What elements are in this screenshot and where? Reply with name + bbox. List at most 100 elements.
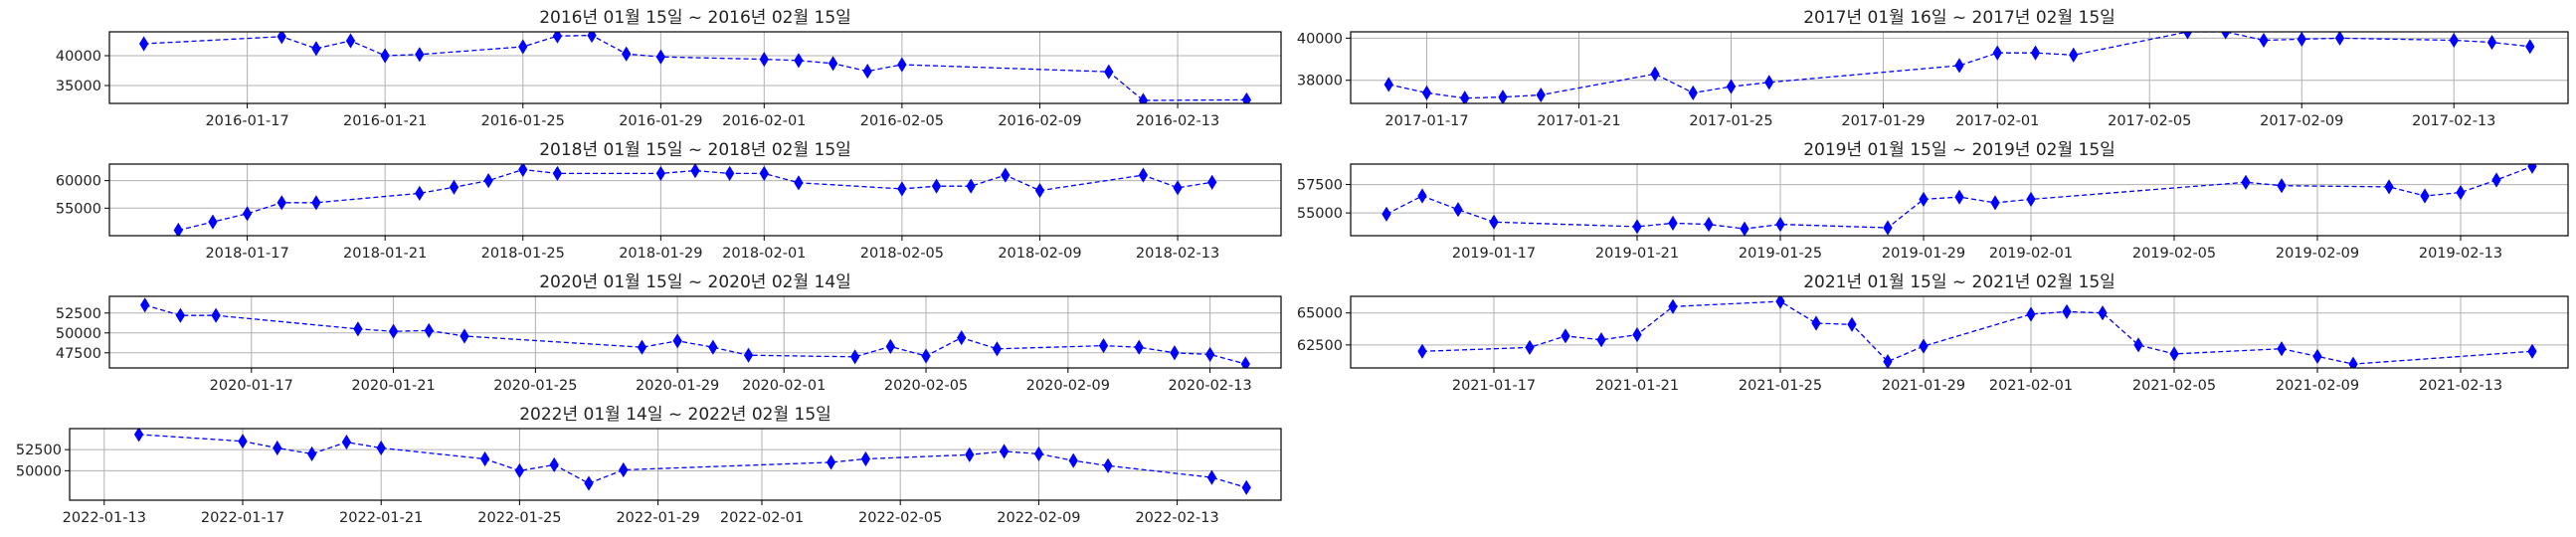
data-point bbox=[2062, 303, 2072, 320]
y-tick-label: 60000 bbox=[56, 174, 101, 190]
data-point bbox=[2133, 337, 2143, 353]
x-tick-label: 2017-02-05 bbox=[2108, 113, 2191, 129]
data-point bbox=[724, 165, 735, 181]
data-point bbox=[306, 446, 317, 461]
data-point bbox=[276, 32, 286, 45]
chart-panel-5: 2021-01-17 2021-01-21 2021-01-25 2021-01-29… bbox=[1297, 272, 2569, 394]
x-tick-label: 2020-01-25 bbox=[493, 378, 577, 394]
y-tick-label: 55000 bbox=[56, 201, 101, 217]
x-tick-label: 2016-01-25 bbox=[481, 113, 565, 129]
data-point bbox=[1992, 45, 2002, 61]
data-point bbox=[514, 462, 525, 478]
data-point bbox=[759, 52, 769, 68]
data-point bbox=[1173, 180, 1183, 196]
data-point bbox=[992, 341, 1003, 357]
data-point bbox=[2277, 341, 2287, 357]
data-point bbox=[460, 328, 469, 344]
x-tick-label: 2020-02-09 bbox=[1026, 378, 1110, 394]
data-point bbox=[1034, 183, 1045, 199]
data-point bbox=[655, 49, 666, 65]
x-tick-label: 2021-02-01 bbox=[1989, 378, 2073, 394]
x-tick-label: 2016-02-05 bbox=[860, 113, 944, 129]
data-point bbox=[1204, 346, 1215, 362]
data-point bbox=[552, 165, 563, 181]
data-point bbox=[619, 461, 629, 478]
data-point bbox=[1990, 195, 2000, 211]
y-tick-label: 50000 bbox=[16, 463, 62, 479]
data-point bbox=[140, 297, 150, 313]
data-point bbox=[549, 456, 559, 472]
chart-title: 2020년 01월 15일 ~ 2020년 02월 14일 bbox=[539, 272, 851, 292]
x-tick-label: 2021-02-05 bbox=[2132, 378, 2216, 394]
x-tick-label: 2017-01-21 bbox=[1537, 113, 1620, 129]
data-point bbox=[849, 349, 860, 365]
series-line bbox=[1421, 300, 2533, 365]
data-point bbox=[1207, 174, 1217, 190]
x-tick-label: 2021-01-21 bbox=[1595, 378, 1679, 394]
data-point bbox=[1170, 345, 1180, 361]
x-tick-label: 2019-02-01 bbox=[1989, 246, 2073, 262]
data-point bbox=[2449, 32, 2459, 49]
plot-frame bbox=[108, 31, 1282, 104]
data-point bbox=[341, 434, 352, 450]
data-point bbox=[794, 175, 804, 191]
data-point bbox=[759, 165, 769, 181]
chart-panel-1: 2017-01-17 2017-01-21 2017-01-25 2017-01-29… bbox=[1297, 8, 2569, 129]
y-tick-label: 50000 bbox=[56, 326, 101, 342]
data-point bbox=[211, 307, 221, 323]
data-point bbox=[415, 47, 425, 63]
data-point bbox=[1954, 189, 1964, 205]
chart-panel-2: 2018-01-17 2018-01-21 2018-01-25 2018-01-29… bbox=[56, 140, 1282, 262]
data-point bbox=[1498, 90, 1508, 103]
data-point bbox=[2182, 32, 2193, 40]
data-point bbox=[1919, 338, 1929, 354]
data-point bbox=[1068, 452, 1078, 468]
data-point bbox=[897, 57, 907, 73]
series-markers bbox=[1383, 32, 2535, 103]
data-point bbox=[242, 206, 253, 222]
data-point bbox=[672, 333, 682, 349]
data-point bbox=[1632, 326, 1642, 343]
data-point bbox=[1104, 64, 1114, 80]
data-point bbox=[587, 32, 597, 44]
data-point bbox=[1525, 339, 1535, 356]
x-tick-label: 2019-01-29 bbox=[1882, 246, 1965, 262]
x-tick-label: 2020-02-13 bbox=[1168, 378, 1251, 394]
plot-frame bbox=[108, 163, 1282, 237]
chart-panel-0: 2016-01-17 2016-01-21 2016-01-25 2016-01-29… bbox=[56, 8, 1282, 129]
data-point bbox=[1417, 343, 1427, 359]
y-tick-label: 40000 bbox=[56, 49, 101, 65]
x-tick-label: 2019-01-17 bbox=[1452, 246, 1536, 262]
data-point bbox=[2297, 32, 2306, 47]
data-point bbox=[1954, 58, 1964, 74]
series-markers bbox=[1417, 296, 2537, 368]
data-point bbox=[931, 178, 942, 194]
x-tick-label: 2020-01-29 bbox=[636, 378, 719, 394]
data-point bbox=[860, 450, 871, 467]
data-point bbox=[655, 165, 666, 181]
data-point bbox=[2259, 32, 2269, 49]
data-point bbox=[1417, 188, 1427, 204]
chart-panel-3: 2019-01-17 2019-01-21 2019-01-25 2019-01-29… bbox=[1297, 140, 2569, 262]
data-point bbox=[965, 447, 975, 462]
data-point bbox=[2098, 305, 2108, 321]
x-tick-label: 2016-01-29 bbox=[619, 113, 702, 129]
data-point bbox=[552, 32, 563, 44]
data-point bbox=[175, 307, 186, 323]
data-point bbox=[957, 330, 967, 346]
data-point bbox=[826, 454, 836, 470]
x-tick-label: 2018-02-05 bbox=[860, 246, 944, 262]
data-point bbox=[1650, 66, 1660, 82]
x-tick-label: 2022-01-21 bbox=[339, 510, 423, 526]
chart-panel-6: 2022-01-13 2022-01-17 2022-01-21 2022-01-25… bbox=[16, 405, 1282, 526]
data-point bbox=[1561, 328, 1570, 344]
data-point bbox=[2030, 45, 2041, 61]
chart-panel-4: 2020-01-17 2020-01-21 2020-01-25 2020-01-29… bbox=[56, 272, 1282, 394]
x-tick-label: 2016-01-21 bbox=[343, 113, 427, 129]
x-tick-label: 2020-02-05 bbox=[884, 378, 968, 394]
data-point bbox=[1460, 90, 1470, 103]
plot-frame bbox=[1350, 31, 2569, 104]
x-tick-label: 2016-01-17 bbox=[205, 113, 288, 129]
data-point bbox=[2486, 35, 2497, 51]
